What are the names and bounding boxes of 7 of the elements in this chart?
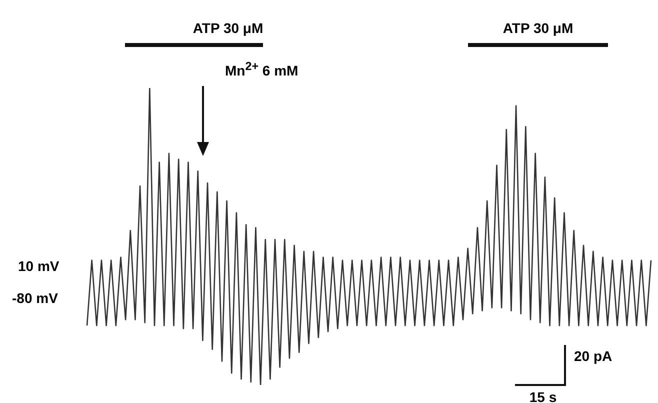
text: -80 mV — [12, 290, 58, 306]
text: Mn$^{2+}$ 6 mM — [225, 60, 298, 79]
text: ATP 30 μM — [192, 20, 264, 36]
text: 15 s — [528, 389, 558, 403]
text: 10 mV — [18, 258, 60, 274]
text: ATP 30 μM — [502, 20, 574, 36]
annotation: 20 pA — [574, 348, 612, 364]
